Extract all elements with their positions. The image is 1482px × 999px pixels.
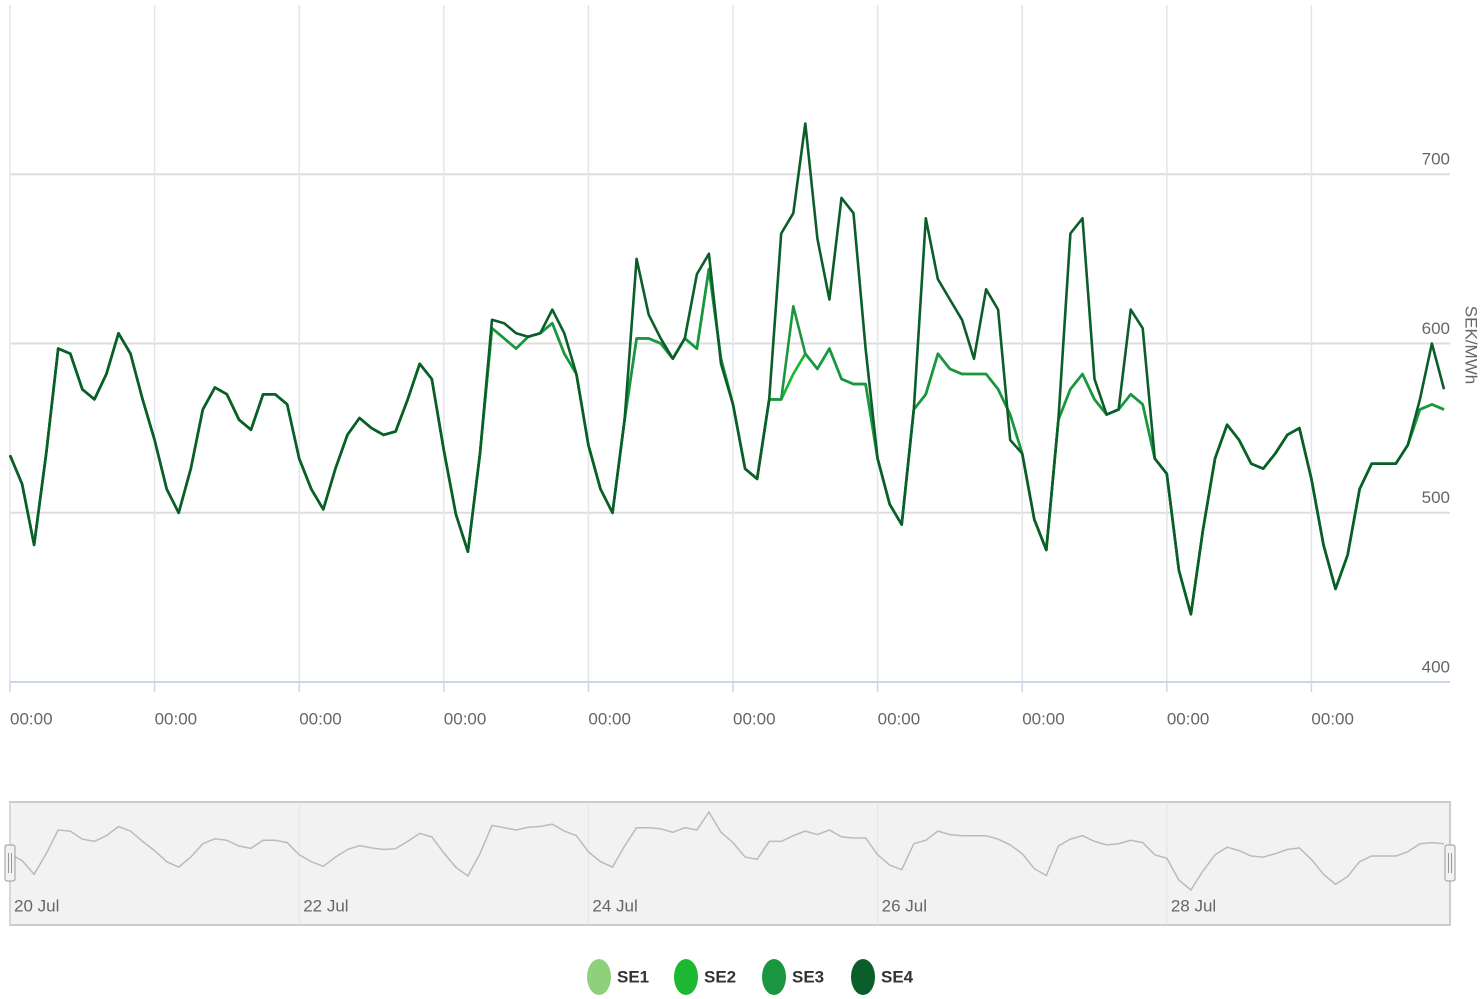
y-tick-label: 700 (1422, 150, 1450, 169)
x-tick-label: 00:00 (588, 709, 631, 728)
y-tick-label: 400 (1422, 657, 1450, 676)
x-tick-label: 00:00 (155, 709, 198, 728)
legend-item[interactable]: SE2 (674, 959, 736, 995)
x-tick-label: 00:00 (1022, 709, 1065, 728)
x-tick-label: 00:00 (733, 709, 776, 728)
navigator-label: 20 Jul (14, 896, 59, 915)
navigator-handle (1444, 844, 1456, 882)
y-tick-label: 500 (1422, 488, 1450, 507)
navigator-label: 22 Jul (303, 896, 348, 915)
x-tick-label: 00:00 (878, 709, 921, 728)
x-tick-label: 00:00 (299, 709, 342, 728)
legend-swatch (762, 959, 786, 995)
legend-label: SE2 (704, 967, 736, 986)
legend-label: SE3 (792, 967, 824, 986)
navigator-handle (4, 844, 16, 882)
navigator (9, 801, 1451, 926)
navigator-label: 28 Jul (1171, 896, 1216, 915)
legend-item[interactable]: SE1 (587, 959, 649, 995)
x-tick-label: 00:00 (10, 709, 53, 728)
series-line (8, 267, 1445, 616)
x-tick-label: 00:00 (1311, 709, 1354, 728)
x-tick-label: 00:00 (444, 709, 487, 728)
navigator-label: 24 Jul (592, 896, 637, 915)
legend-swatch (587, 959, 611, 995)
navigator-label: 26 Jul (882, 896, 927, 915)
legend-item[interactable]: SE4 (851, 959, 914, 995)
series-line (8, 267, 1445, 616)
series-line (8, 122, 1446, 616)
navigator-line (9, 810, 1445, 892)
legend: SE1 SE2 SE3 SE4 (587, 959, 914, 995)
legend-label: SE1 (617, 967, 649, 986)
legend-swatch (674, 959, 698, 995)
legend-item[interactable]: SE3 (762, 959, 824, 995)
series-line (8, 267, 1445, 616)
y-tick-label: 600 (1422, 319, 1450, 338)
legend-label: SE4 (881, 967, 914, 986)
y-axis-label: SEK/MWh (1462, 306, 1481, 384)
x-tick-label: 00:00 (1167, 709, 1210, 728)
legend-swatch (851, 959, 875, 995)
